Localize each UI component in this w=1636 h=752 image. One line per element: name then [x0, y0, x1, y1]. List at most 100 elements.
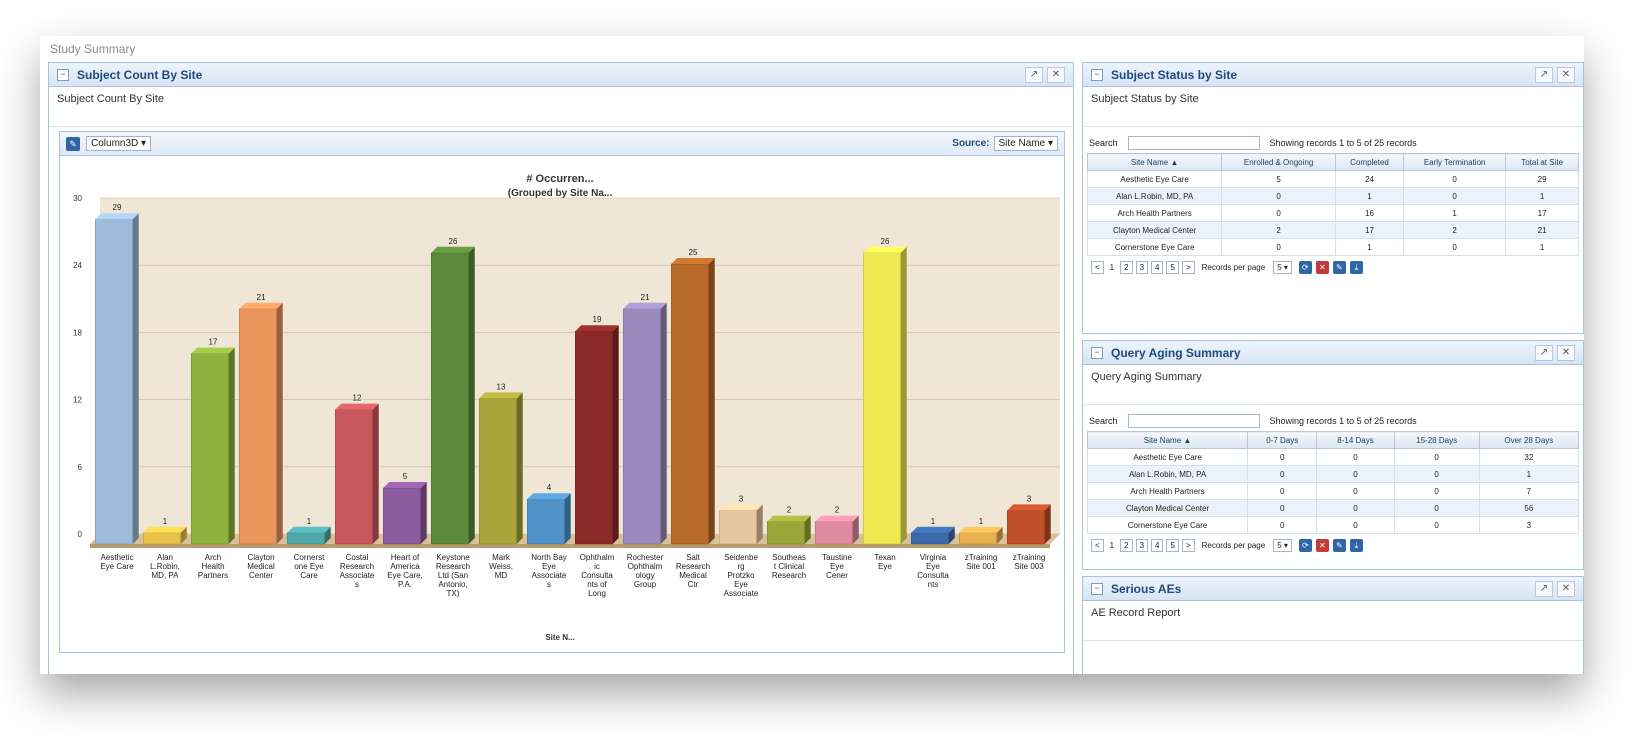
refresh-icon[interactable]: ⟳: [1298, 261, 1312, 274]
close-icon[interactable]: ✕: [1557, 580, 1575, 597]
data-label: 21: [257, 293, 266, 302]
clear-icon[interactable]: ✕: [1315, 261, 1329, 274]
panel-subtitle: Subject Count By Site: [49, 87, 1073, 127]
page-button[interactable]: 4: [1151, 261, 1164, 274]
table-row[interactable]: Alan L.Robin, MD, PA 0 0 0 1: [1086, 465, 1580, 483]
table-cell: Cornerstone Eye Care: [1086, 516, 1249, 534]
table-cell: Arch Health Partners: [1086, 482, 1249, 500]
bar-side: [756, 504, 763, 544]
edit-icon[interactable]: ✎: [1332, 539, 1346, 552]
pin-icon[interactable]: ↗: [1535, 580, 1553, 597]
per-page-select[interactable]: 5 ▾: [1273, 261, 1292, 274]
column-header[interactable]: Site Name ▲: [1086, 153, 1223, 171]
column-header[interactable]: Over 28 Days: [1478, 431, 1580, 449]
bar: [1007, 510, 1045, 545]
search-label: Search: [1089, 138, 1118, 148]
edit-icon[interactable]: ✎: [66, 136, 80, 151]
chart-container: ✎ Column3D ▾ Source: Site Name ▾ # Occur…: [59, 131, 1065, 653]
y-tick-label: 6: [78, 463, 83, 472]
refresh-icon[interactable]: ⟳: [1298, 539, 1312, 552]
table-row[interactable]: Arch Health Partners 0 0 0 7: [1086, 482, 1580, 500]
page-button[interactable]: 2: [1120, 261, 1133, 274]
page-button[interactable]: 3: [1135, 261, 1149, 274]
table-cell: 1: [1505, 238, 1579, 256]
table-row[interactable]: Clayton Medical Center 0 0 0 56: [1086, 499, 1580, 517]
bar: [815, 521, 853, 545]
table-row[interactable]: Aesthetic Eye Care 0 0 0 32: [1086, 448, 1580, 466]
x-tick-label: ology: [635, 571, 654, 580]
search-input[interactable]: [1127, 414, 1260, 428]
column-header[interactable]: Total at Site: [1505, 153, 1579, 171]
clear-icon[interactable]: ✕: [1315, 539, 1329, 552]
x-tick-label: Group: [634, 580, 657, 589]
bar-side: [612, 325, 619, 544]
table-cell: Alan L.Robin, MD, PA: [1086, 465, 1249, 483]
page-button[interactable]: 4: [1151, 539, 1164, 552]
page-button[interactable]: 2: [1120, 539, 1133, 552]
bar: [575, 330, 613, 545]
close-icon[interactable]: ✕: [1047, 66, 1065, 83]
table-cell: 56: [1478, 499, 1580, 517]
edit-icon[interactable]: ✎: [1332, 261, 1346, 274]
collapse-icon[interactable]: −: [57, 68, 69, 81]
table-row[interactable]: Aesthetic Eye Care 5 24 0 29: [1086, 170, 1579, 188]
bar-top: [95, 213, 139, 220]
source-select[interactable]: Site Name ▾: [993, 136, 1058, 151]
export-icon[interactable]: ⤓: [1349, 261, 1363, 274]
table-row[interactable]: Cornerstone Eye Care 0 0 0 3: [1086, 516, 1580, 534]
page-button[interactable]: <: [1091, 539, 1104, 552]
table-cell: 29: [1505, 170, 1579, 188]
export-icon[interactable]: ⤓: [1349, 539, 1363, 552]
query-aging-panel: − Query Aging Summary ↗ ✕ Query Aging Su…: [1082, 340, 1584, 570]
pin-icon[interactable]: ↗: [1025, 66, 1043, 83]
page-button[interactable]: >: [1181, 539, 1195, 552]
bar-side: [852, 515, 859, 544]
panel-header: − Query Aging Summary ↗ ✕: [1083, 341, 1583, 365]
chart-type-select[interactable]: Column3D ▾: [86, 136, 152, 151]
table-row[interactable]: Alan L.Robin, MD, PA 0 1 0 1: [1086, 187, 1579, 205]
page-button[interactable]: <: [1091, 261, 1104, 274]
page-button[interactable]: 1: [1106, 540, 1118, 551]
data-label: 4: [547, 483, 552, 492]
page-button[interactable]: >: [1181, 261, 1195, 274]
x-tick-label: Mark: [492, 553, 511, 562]
column-header[interactable]: Early Termination: [1403, 153, 1507, 171]
y-tick-label: 18: [73, 328, 82, 337]
x-tick-label: Center: [249, 571, 273, 580]
search-input[interactable]: [1127, 136, 1260, 150]
x-tick-label: Cener: [826, 571, 848, 580]
bar-top: [575, 325, 619, 332]
x-tick-label: America: [390, 562, 420, 571]
collapse-icon[interactable]: −: [1091, 68, 1103, 81]
table-cell: 0: [1221, 187, 1336, 205]
table-cell: Clayton Medical Center: [1086, 499, 1249, 517]
close-icon[interactable]: ✕: [1557, 344, 1575, 361]
collapse-icon[interactable]: −: [1091, 346, 1103, 359]
column-header[interactable]: Site Name ▲: [1086, 431, 1249, 449]
table-row[interactable]: Arch Health Partners 0 16 1 17: [1086, 204, 1579, 222]
y-tick-label: 30: [73, 194, 82, 203]
query-aging-table: Site Name ▲ 0-7 Days 8-14 Days 15-28 Days Ov…: [1086, 431, 1580, 534]
table-cell: 0: [1403, 187, 1507, 205]
column-header[interactable]: 0-7 Days: [1247, 431, 1318, 449]
page-button[interactable]: 3: [1135, 539, 1149, 552]
close-icon[interactable]: ✕: [1557, 66, 1575, 83]
table-row[interactable]: Cornerstone Eye Care 0 1 0 1: [1086, 238, 1579, 256]
page-button[interactable]: 5: [1166, 539, 1179, 552]
y-tick-label: 24: [73, 261, 82, 270]
table-row[interactable]: Clayton Medical Center 2 17 2 21: [1086, 221, 1579, 239]
per-page-select[interactable]: 5 ▾: [1273, 539, 1292, 552]
records-info: Showing records 1 to 5 of 25 records: [1269, 138, 1417, 148]
pin-icon[interactable]: ↗: [1535, 66, 1553, 83]
collapse-icon[interactable]: −: [1091, 582, 1103, 595]
column-header[interactable]: Enrolled & Ongoing: [1221, 153, 1336, 171]
column-header[interactable]: 15-28 Days: [1393, 431, 1480, 449]
bar-top: [1007, 504, 1051, 511]
x-tick-label: nts: [928, 580, 939, 589]
column-header[interactable]: Completed: [1334, 153, 1405, 171]
column-header[interactable]: 8-14 Days: [1316, 431, 1395, 449]
page-button[interactable]: 5: [1166, 261, 1179, 274]
pin-icon[interactable]: ↗: [1535, 344, 1553, 361]
x-tick-label: Associate: [340, 571, 375, 580]
page-button[interactable]: 1: [1106, 262, 1118, 273]
